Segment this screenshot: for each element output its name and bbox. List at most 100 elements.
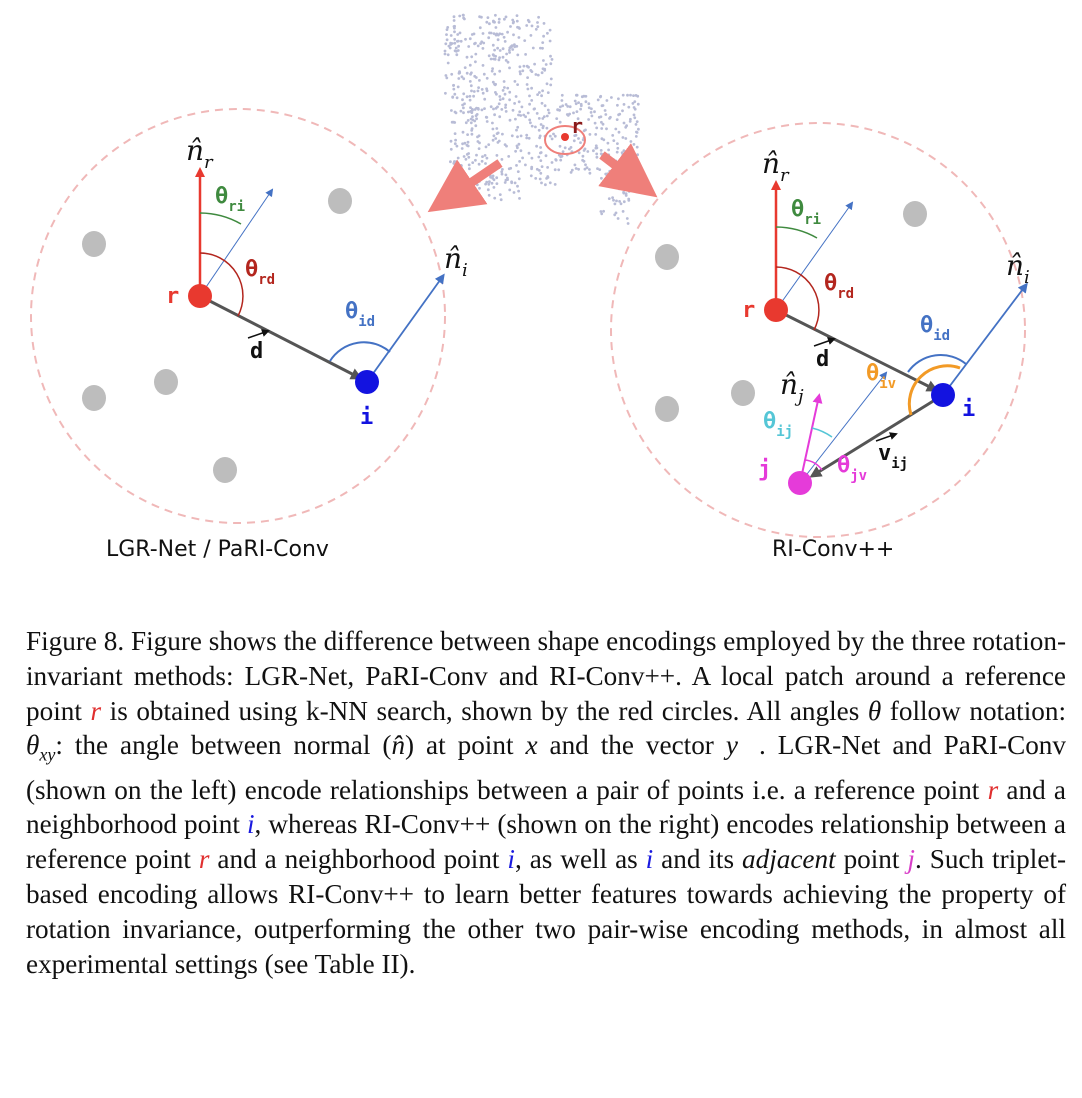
cloud-point — [466, 133, 469, 137]
cloud-point — [583, 167, 587, 171]
cloud-point — [542, 115, 546, 118]
left-panel: n̂r n̂i θri θrd θid r i d LGR-Net / PaRI… — [30, 108, 468, 562]
cloud-point — [508, 188, 512, 192]
cloud-point — [468, 63, 472, 67]
cloud-point — [541, 89, 544, 93]
left-theta-rd-label: θrd — [245, 257, 275, 288]
cloud-point — [604, 113, 608, 116]
cloud-point — [611, 196, 614, 200]
cloud-point — [585, 166, 589, 170]
cloud-point — [452, 87, 456, 91]
cloud-point — [491, 43, 495, 47]
cloud-point — [558, 144, 562, 148]
cloud-point — [588, 168, 591, 171]
cloud-point — [530, 99, 534, 102]
cloud-point — [452, 25, 456, 28]
cloud-point — [519, 114, 523, 117]
right-theta-iv-label: θiv — [866, 361, 896, 392]
figure-diagram: r n̂r n̂i θri θrd θid r i d L — [30, 13, 1030, 562]
cloud-point — [470, 127, 474, 131]
cloud-point — [503, 92, 507, 96]
cloud-point — [636, 102, 640, 106]
cloud-point — [573, 163, 577, 167]
cloud-point — [530, 124, 534, 128]
cloud-point — [511, 21, 515, 25]
cloud-point — [503, 17, 506, 21]
cloud-point — [495, 92, 498, 96]
cloud-point — [487, 193, 491, 197]
cloud-point — [524, 53, 527, 56]
cloud-point — [520, 105, 524, 109]
cloud-point — [542, 59, 545, 62]
right-normal-i-parallel — [775, 201, 854, 311]
cloud-point — [565, 113, 569, 116]
cloud-point — [542, 22, 546, 25]
cloud-point — [603, 182, 607, 186]
cloud-point — [629, 140, 633, 143]
cloud-point — [503, 86, 506, 89]
cloud-point — [632, 113, 636, 117]
cloud-point — [525, 24, 529, 27]
cloud-point — [634, 135, 638, 138]
cloud-point — [454, 46, 458, 50]
right-vector-v-overarrow — [875, 432, 898, 442]
left-theta-id-arc — [329, 341, 391, 362]
cloud-point — [622, 121, 626, 125]
cloud-point — [560, 154, 564, 158]
cloud-point — [624, 137, 628, 140]
cloud-point — [538, 177, 542, 181]
cloud-point — [590, 107, 593, 111]
cloud-point — [462, 111, 465, 115]
cloud-point — [518, 27, 521, 30]
cloud-point — [493, 72, 497, 76]
cloud-point — [559, 105, 562, 109]
cloud-point — [446, 61, 450, 65]
cloud-point — [491, 53, 495, 57]
cloud-point — [583, 147, 587, 151]
cloud-point — [559, 158, 563, 162]
cloud-point — [627, 199, 631, 202]
cloud-point — [508, 90, 512, 94]
cloud-point — [600, 127, 604, 130]
cloud-point — [612, 139, 616, 143]
cloud-point — [460, 147, 464, 150]
cloud-point — [622, 200, 626, 204]
cloud-point — [495, 176, 499, 180]
left-point-i — [355, 370, 379, 394]
cloud-point — [511, 18, 515, 22]
cloud-point — [587, 118, 590, 121]
cloud-point — [481, 32, 485, 35]
cloud-point — [477, 86, 480, 89]
cloud-point — [509, 25, 512, 28]
cloud-point — [622, 103, 626, 106]
cloud-point — [537, 15, 540, 19]
cloud-point — [488, 22, 491, 26]
cloud-point — [548, 134, 552, 138]
cloud-point — [517, 189, 520, 193]
cloud-point — [492, 186, 496, 189]
cloud-point — [466, 140, 470, 144]
cloud-point — [557, 168, 561, 172]
right-theta-ri-arc — [775, 226, 818, 239]
cloud-point — [632, 106, 636, 109]
cloud-point — [635, 120, 639, 123]
left-normal-r-label: n̂r — [186, 134, 214, 173]
right-neighborhood-circle — [610, 122, 1026, 538]
cloud-point — [574, 102, 578, 106]
cloud-point — [456, 85, 460, 89]
cloud-point — [526, 76, 529, 79]
cloud-point — [501, 55, 505, 59]
right-normal-i-label: n̂i — [1006, 249, 1030, 288]
cloud-point — [548, 181, 552, 185]
cloud-point — [475, 153, 478, 157]
cloud-point — [541, 124, 545, 128]
cloud-point — [631, 102, 635, 105]
cloud-point — [540, 181, 543, 185]
cloud-point — [453, 41, 457, 45]
cloud-point — [471, 115, 474, 118]
cloud-point — [450, 109, 453, 112]
cloud-point — [530, 24, 534, 28]
cloud-point — [522, 113, 526, 117]
cloud-point — [467, 110, 470, 114]
cloud-point — [450, 72, 454, 76]
